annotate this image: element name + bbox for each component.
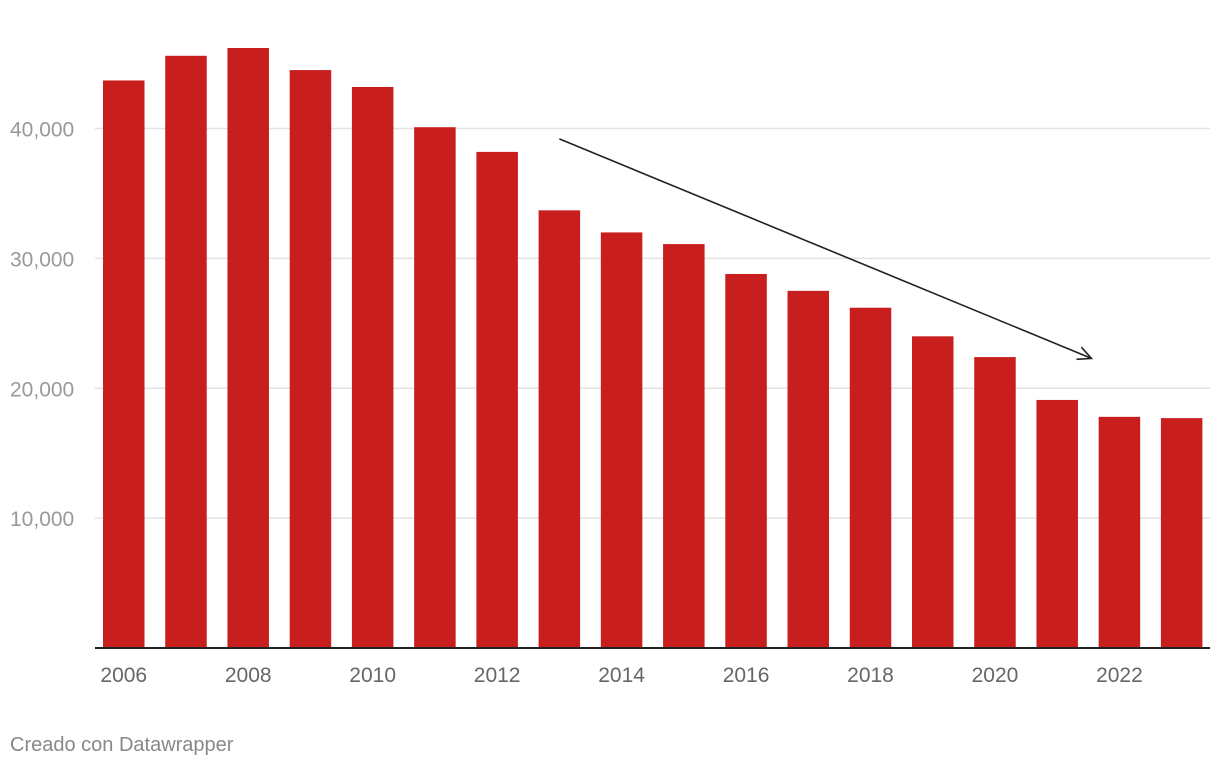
x-tick-label: 2012 bbox=[474, 664, 521, 687]
y-axis-labels: 10,000 20,000 30,000 40,000 bbox=[10, 119, 74, 532]
bar-2015 bbox=[663, 244, 705, 649]
bar-2019 bbox=[911, 336, 954, 648]
x-tick-label: 2016 bbox=[723, 664, 770, 687]
y-tick-label: 10,000 bbox=[10, 508, 74, 531]
bar-2013 bbox=[538, 210, 581, 649]
x-tick-label: 2020 bbox=[972, 664, 1019, 687]
arrow-line bbox=[559, 138, 1092, 360]
gridlines bbox=[95, 127, 1210, 519]
arrow-head bbox=[1076, 346, 1094, 361]
trend-arrow bbox=[559, 138, 1094, 361]
bar-2006 bbox=[103, 80, 145, 648]
bar-2016 bbox=[725, 273, 767, 648]
bar-2018 bbox=[849, 307, 892, 648]
bar-2023 bbox=[1160, 418, 1203, 648]
y-tick-label: 40,000 bbox=[10, 119, 74, 142]
bar-2009 bbox=[289, 70, 332, 648]
x-tick-label: 2008 bbox=[225, 664, 272, 687]
x-tick-label: 2010 bbox=[349, 664, 396, 687]
bar-2020 bbox=[974, 357, 1016, 648]
x-tick-label: 2022 bbox=[1096, 664, 1143, 687]
bar-2021 bbox=[1036, 399, 1078, 648]
x-axis-labels: 2006 2008 2010 2012 2014 2016 2018 2020 2022 bbox=[100, 664, 1142, 687]
bar-2007 bbox=[165, 55, 207, 648]
bars bbox=[103, 48, 1203, 649]
bar-2014 bbox=[600, 232, 643, 648]
bar-2022 bbox=[1098, 416, 1141, 648]
credit-text: Creado con Datawrapper bbox=[10, 734, 234, 756]
y-tick-label: 30,000 bbox=[10, 248, 74, 271]
bar-2012 bbox=[476, 151, 518, 648]
x-tick-label: 2006 bbox=[100, 664, 147, 687]
x-tick-label: 2018 bbox=[847, 664, 894, 687]
x-tick-label: 2014 bbox=[598, 664, 645, 687]
bar-2010 bbox=[351, 86, 394, 648]
bar-2008 bbox=[227, 48, 269, 648]
bar-2011 bbox=[414, 127, 456, 649]
y-tick-label: 20,000 bbox=[10, 378, 74, 401]
bar-2017 bbox=[787, 290, 830, 648]
